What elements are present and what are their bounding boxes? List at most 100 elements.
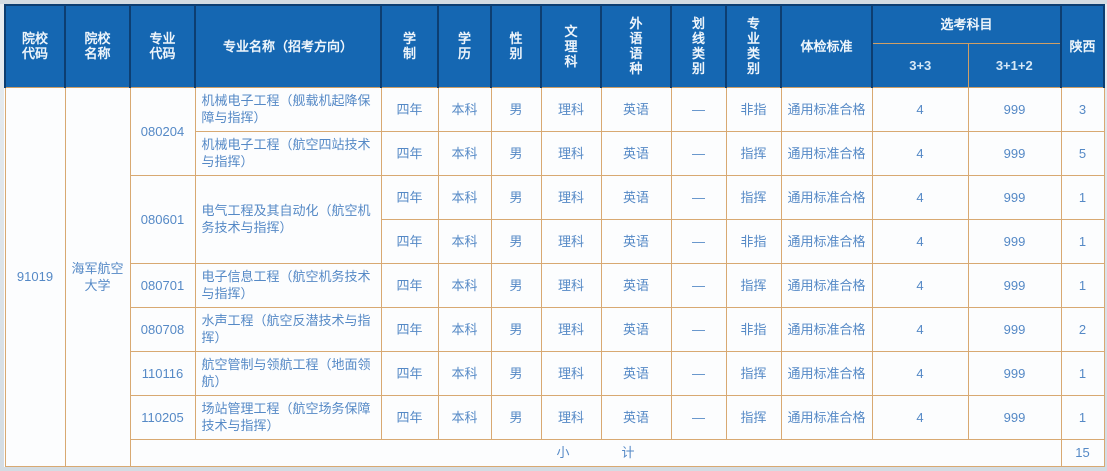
cell-physical-standard: 通用标准合格 — [780, 350, 873, 396]
header-physical-standard: 体检标准 — [780, 4, 873, 88]
cell-duration: 四年 — [380, 350, 439, 396]
cell-language: 英语 — [600, 262, 672, 308]
header-elective-subjects: 选考科目 — [870, 4, 1063, 44]
cell-province-count: 3 — [1060, 86, 1105, 132]
cell-track: 理科 — [540, 306, 602, 352]
cell-major-category: 非指 — [725, 306, 782, 352]
cell-track: 理科 — [540, 174, 602, 220]
cell-degree: 本科 — [437, 350, 492, 396]
cell-physical-standard: 通用标准合格 — [780, 130, 873, 176]
cell-gender: 男 — [490, 262, 542, 308]
header-major-name: 专业名称（招考方向） — [194, 4, 382, 88]
cell-line-category: — — [670, 86, 727, 132]
cell-line-category: — — [670, 350, 727, 396]
cell-sel-3-1-2: 999 — [967, 130, 1062, 176]
cell-sel-3-1-2: 999 — [967, 350, 1062, 396]
header-sel-3-1-2: 3+1+2 — [967, 42, 1062, 88]
header-province: 陕西 — [1060, 4, 1106, 88]
cell-major-name: 场站管理工程（航空场务保障技术与指挥） — [194, 394, 382, 440]
cell-gender: 男 — [490, 394, 542, 440]
cell-duration: 四年 — [380, 394, 439, 440]
cell-sel-3-1-2: 999 — [967, 306, 1062, 352]
cell-major-category: 指挥 — [725, 350, 782, 396]
table-row: 91019 海军航空 大学 080204 机械电子工程（舰载机起降保障与指挥） … — [4, 86, 1105, 467]
cell-physical-standard: 通用标准合格 — [780, 394, 873, 440]
cell-language: 英语 — [600, 350, 672, 396]
subtotal-value: 15 — [1060, 438, 1105, 467]
cell-institution-name: 海军航空 大学 — [64, 86, 131, 467]
cell-duration: 四年 — [380, 130, 439, 176]
table-row: 110205 场站管理工程（航空场务保障技术与指挥） 四年 本科 男 理科 英语… — [5, 394, 1105, 440]
header-duration: 学 制 — [380, 4, 439, 88]
table-row: 080701 电子信息工程（航空机务技术与指挥） 四年 本科 男 理科 英语 —… — [5, 262, 1105, 308]
cell-line-category: — — [670, 174, 727, 220]
cell-degree: 本科 — [437, 86, 492, 132]
header-institution-code: 院校 代码 — [4, 4, 66, 88]
cell-line-category: — — [670, 306, 727, 352]
cell-degree: 本科 — [437, 218, 492, 264]
cell-gender: 男 — [490, 130, 542, 176]
cell-major-code: 080601 — [129, 174, 196, 264]
cell-sel-3-3: 4 — [871, 394, 969, 440]
cell-sel-3-3: 4 — [871, 218, 969, 264]
cell-physical-standard: 通用标准合格 — [780, 218, 873, 264]
cell-duration: 四年 — [380, 174, 439, 220]
cell-major-code: 080204 — [129, 86, 196, 176]
cell-gender: 男 — [490, 350, 542, 396]
cell-sel-3-1-2: 999 — [967, 174, 1062, 220]
table-row: 机械电子工程（航空四站技术与指挥） 四年 本科 男 理科 英语 — 指挥 通用标… — [5, 130, 1105, 176]
cell-physical-standard: 通用标准合格 — [780, 86, 873, 132]
cell-language: 英语 — [600, 130, 672, 176]
cell-province-count: 1 — [1060, 350, 1105, 396]
cell-sel-3-3: 4 — [871, 86, 969, 132]
cell-major-name: 电气工程及其自动化（航空机务技术与指挥） — [194, 174, 382, 264]
cell-major-category: 指挥 — [725, 174, 782, 220]
cell-degree: 本科 — [437, 262, 492, 308]
cell-physical-standard: 通用标准合格 — [780, 174, 873, 220]
header-sel-3-3: 3+3 — [871, 42, 969, 88]
cell-sel-3-3: 4 — [871, 306, 969, 352]
header-row-2: 3+3 3+1+2 — [5, 42, 1104, 88]
cell-institution-code: 91019 — [4, 86, 66, 467]
cell-line-category: — — [670, 394, 727, 440]
table-row: 080601 电气工程及其自动化（航空机务技术与指挥） 四年 本科 男 理科 英… — [5, 174, 1105, 264]
cell-language: 英语 — [600, 394, 672, 440]
cell-duration: 四年 — [380, 218, 439, 264]
cell-major-code: 110116 — [129, 350, 196, 396]
cell-duration: 四年 — [380, 306, 439, 352]
cell-sel-3-1-2: 999 — [967, 394, 1062, 440]
cell-province-count: 1 — [1060, 262, 1105, 308]
cell-major-code: 110205 — [129, 394, 196, 440]
cell-sel-3-3: 4 — [871, 262, 969, 308]
header-major-category: 专 业 类 别 — [725, 4, 782, 88]
cell-track: 理科 — [540, 262, 602, 308]
cell-track: 理科 — [540, 350, 602, 396]
header-language: 外 语 语 种 — [600, 4, 672, 88]
cell-gender: 男 — [490, 174, 542, 220]
cell-province-count: 1 — [1060, 218, 1105, 264]
cell-major-name: 航空管制与领航工程（地面领航） — [194, 350, 382, 396]
table-row: 080708 水声工程（航空反潜技术与指挥） 四年 本科 男 理科 英语 — 非… — [5, 306, 1105, 352]
cell-track: 理科 — [540, 130, 602, 176]
cell-province-count: 5 — [1060, 130, 1105, 176]
admissions-plan-table: 院校 代码 院校 名称 专业 代码 专业名称（招考方向） 学 制 学 历 性 别… — [4, 4, 1106, 467]
cell-track: 理科 — [540, 394, 602, 440]
cell-major-category: 非指 — [725, 86, 782, 132]
cell-gender: 男 — [490, 306, 542, 352]
cell-major-name: 机械电子工程（航空四站技术与指挥） — [194, 130, 382, 176]
cell-degree: 本科 — [437, 130, 492, 176]
cell-province-count: 1 — [1060, 394, 1105, 440]
cell-major-category: 指挥 — [725, 262, 782, 308]
cell-major-code: 080701 — [129, 262, 196, 308]
table-row: 110116 航空管制与领航工程（地面领航） 四年 本科 男 理科 英语 — 指… — [5, 350, 1105, 396]
cell-major-category: 指挥 — [725, 130, 782, 176]
cell-major-name: 电子信息工程（航空机务技术与指挥） — [194, 262, 382, 308]
cell-major-name: 水声工程（航空反潜技术与指挥） — [194, 306, 382, 352]
cell-major-code: 080708 — [129, 306, 196, 352]
header-degree: 学 历 — [437, 4, 492, 88]
cell-major-name: 机械电子工程（舰载机起降保障与指挥） — [194, 86, 382, 132]
cell-sel-3-3: 4 — [871, 174, 969, 220]
header-gender: 性 别 — [490, 4, 542, 88]
header-institution-name: 院校 名称 — [64, 4, 131, 88]
cell-province-count: 1 — [1060, 174, 1105, 220]
